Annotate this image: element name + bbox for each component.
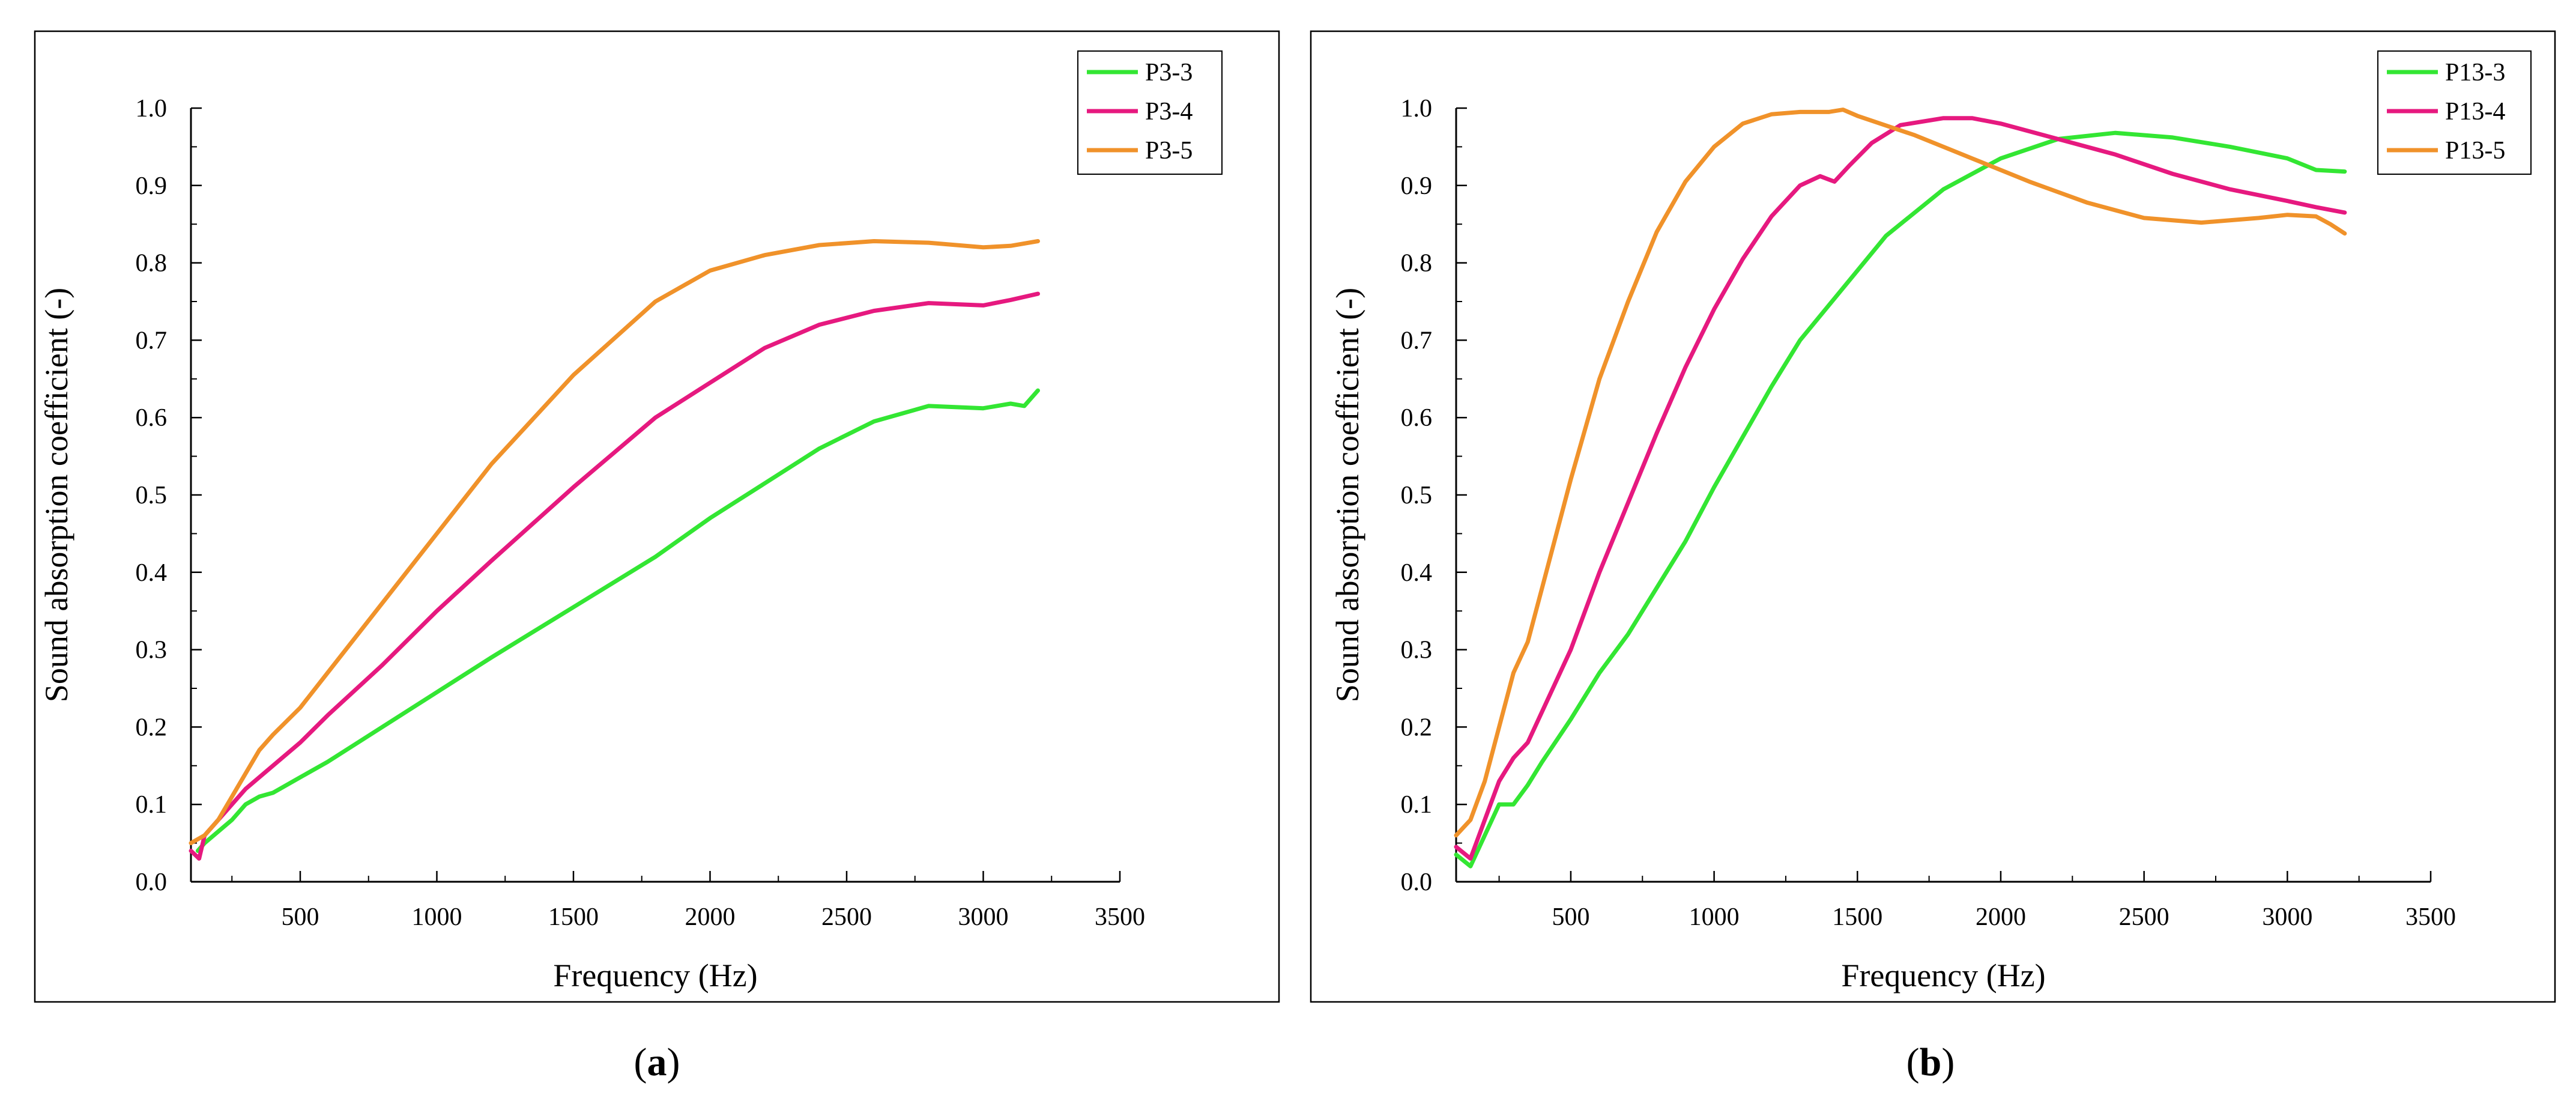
- x-tick-label: 2500: [2119, 903, 2169, 931]
- y-tick-label: 0.5: [1401, 482, 1433, 509]
- legend-label: P13-4: [2445, 98, 2505, 126]
- series-line-p13-5: [1454, 108, 2347, 838]
- legend-label: P3-3: [1145, 59, 1193, 86]
- y-tick-label: 0.9: [1401, 172, 1433, 200]
- series-line-p3-3: [195, 388, 1040, 853]
- series-line-p3-5: [189, 239, 1040, 846]
- y-tick-label: 0.5: [136, 482, 168, 509]
- legend-label: P3-5: [1145, 137, 1193, 165]
- y-tick-label: 0.4: [1401, 559, 1433, 587]
- x-tick-label: 1000: [1689, 903, 1740, 931]
- y-tick-label: 0.2: [1401, 714, 1433, 741]
- x-axis-label: Frequency (Hz): [1841, 957, 2045, 993]
- panel-b: 0.0 0.1 0.2 0.3 0.4 0.5 0.6 0.7 0.8 0.9 1.0 500 1000…: [1310, 30, 2556, 1084]
- x-tick-label: 2000: [1976, 903, 2026, 931]
- x-tick-label: 1500: [1832, 903, 1882, 931]
- series-line-p13-3: [1454, 130, 2347, 869]
- y-tick-label: 0.7: [1401, 327, 1433, 354]
- y-tick-label: 0.0: [136, 869, 168, 896]
- x-tick-label: 2000: [685, 903, 736, 931]
- y-tick-label: 1.0: [1401, 95, 1433, 123]
- x-tick-label: 500: [282, 903, 319, 931]
- y-tick-label: 0.6: [1401, 404, 1433, 432]
- legend-label: P13-3: [2445, 59, 2505, 86]
- x-tick-label: 3500: [1095, 903, 1145, 931]
- x-tick-label: 2500: [821, 903, 872, 931]
- y-tick-label: 0.6: [136, 404, 168, 432]
- panel-a: 0.0 0.1 0.2 0.3 0.4 0.5 0.6 0.7 0.8 0.9 1.0 500 1000…: [34, 30, 1280, 1084]
- y-tick-label: 0.2: [136, 714, 168, 741]
- legend-label: P3-4: [1145, 98, 1193, 126]
- x-tick-label: 1500: [548, 903, 599, 931]
- y-tick-label: 0.1: [136, 791, 168, 819]
- x-tick-label: 3000: [2262, 903, 2312, 931]
- y-axis-label: Sound absorption coefficient (-): [1329, 288, 1365, 702]
- y-tick-label: 0.4: [136, 559, 168, 587]
- x-tick-label: 3000: [958, 903, 1009, 931]
- panel-caption: (a): [634, 1040, 680, 1084]
- y-tick-label: 1.0: [136, 95, 168, 123]
- y-tick-label: 0.7: [136, 327, 168, 354]
- series-line-p13-4: [1454, 116, 2347, 861]
- y-tick-label: 0.3: [136, 637, 168, 664]
- panel-frame: [1310, 30, 2556, 1003]
- x-axis-label: Frequency (Hz): [553, 957, 757, 993]
- y-tick-label: 0.8: [1401, 250, 1433, 278]
- y-tick-label: 0.9: [136, 172, 168, 200]
- y-tick-label: 0.0: [1401, 869, 1433, 896]
- y-tick-label: 0.1: [1401, 791, 1433, 819]
- y-tick-label: 0.3: [1401, 637, 1433, 664]
- y-tick-label: 0.8: [136, 250, 168, 278]
- x-tick-label: 3500: [2405, 903, 2456, 931]
- legend-label: P13-5: [2445, 137, 2505, 165]
- x-tick-label: 1000: [412, 903, 462, 931]
- y-axis-label: Sound absorption coefficient (-): [38, 288, 74, 702]
- series-line-p3-4: [189, 291, 1040, 861]
- panel-frame: [34, 30, 1280, 1003]
- panel-caption: (b): [1906, 1040, 1955, 1084]
- x-tick-label: 500: [1552, 903, 1589, 931]
